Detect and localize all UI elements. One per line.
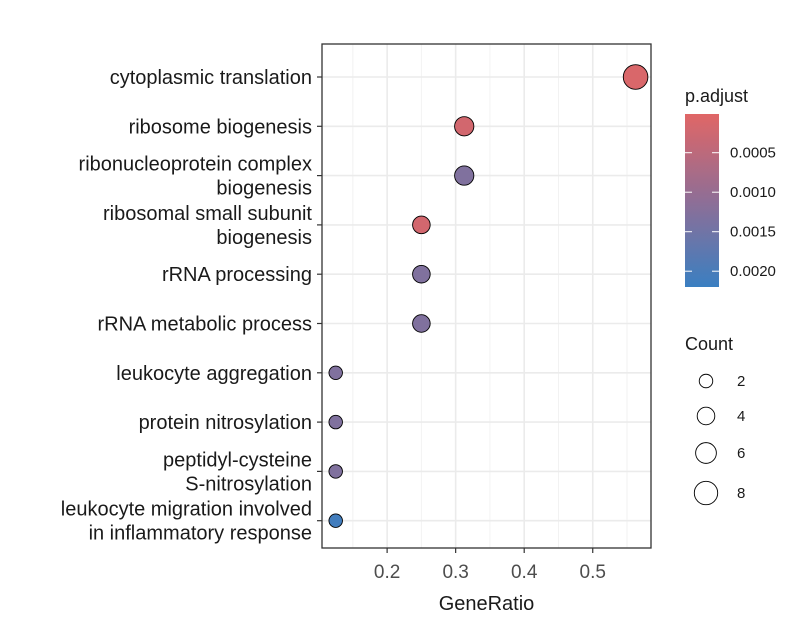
x-tick-label: 0.4 [511,562,538,583]
data-point [328,414,343,430]
data-point [328,365,343,380]
size-legend-label: 4 [737,408,745,425]
x-axis-title: GeneRatio [439,593,535,615]
size-legend: Count 2 4 6 8 [685,334,745,506]
category-label: rRNA metabolic process [97,314,312,336]
data-point [454,116,475,137]
size-legend-circle [693,480,719,506]
size-legend-title: Count [685,334,733,354]
size-legend-circle [698,373,714,389]
panel-border [321,43,652,549]
data-points [328,64,649,528]
category-labels: cytoplasmic translation ribosome biogenes… [61,67,322,545]
x-tick-label: 0.3 [442,562,468,583]
size-legend-label: 8 [737,485,745,502]
category-label: protein nitrosylation [139,412,312,434]
data-point [412,215,431,235]
data-point [622,64,649,90]
x-axis: GeneRatio 0.2 0.3 0.4 0.5 [374,548,606,615]
category-label: leukocyte migration involved in inflammat… [61,499,312,545]
category-label: ribonucleoprotein complex biogenesis [79,154,312,200]
color-legend-label: 0.0010 [730,184,776,201]
data-point [454,165,475,186]
size-legend-label: 2 [737,373,745,390]
category-label: rRNA processing [162,264,312,286]
size-legend-circle [695,442,717,464]
x-tick-label: 0.5 [580,562,606,583]
data-point [412,264,431,284]
data-point [412,314,431,333]
category-label: ribosomal small subunit biogenesis [103,203,312,249]
color-legend: p.adjust 0.0005 0.0010 0.0015 0.0020 [685,86,776,287]
color-legend-label: 0.0020 [730,263,776,280]
color-legend-label: 0.0015 [730,224,776,241]
size-legend-label: 6 [737,445,745,462]
category-label: ribosome biogenesis [129,116,312,138]
color-legend-label: 0.0005 [730,145,776,162]
color-legend-bar [685,114,719,287]
size-legend-circle [696,406,716,426]
category-label: peptidyl-cysteine S-nitrosylation [163,449,312,495]
data-point [328,513,343,528]
x-tick-label: 0.2 [374,562,400,583]
grid [322,44,651,548]
category-label: leukocyte aggregation [116,363,312,385]
category-label: cytoplasmic translation [110,67,312,89]
data-point [328,464,343,479]
color-legend-title: p.adjust [685,86,748,106]
